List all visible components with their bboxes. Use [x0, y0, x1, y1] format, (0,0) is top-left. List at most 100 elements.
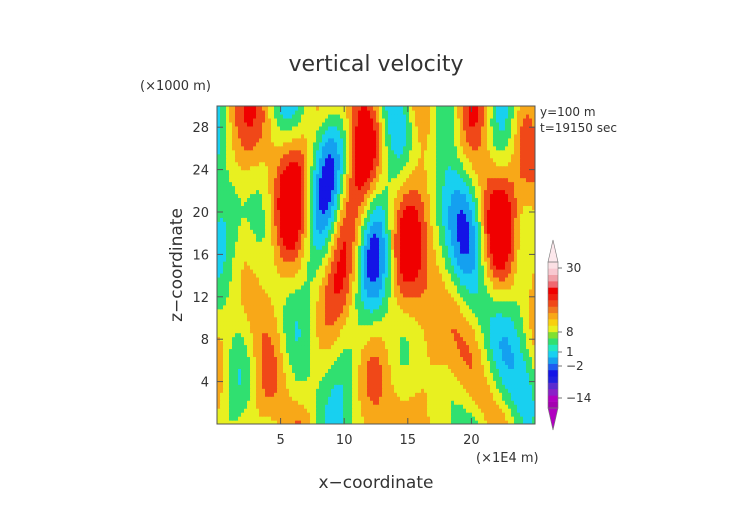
heatmap-cell — [256, 376, 260, 381]
heatmap-cell — [343, 241, 347, 246]
heatmap-cell — [316, 312, 320, 318]
heatmap-cell — [316, 328, 320, 334]
heatmap-cell — [274, 257, 278, 262]
heatmap-cell — [475, 420, 479, 424]
heatmap-cell — [247, 284, 251, 290]
heatmap-cell — [523, 261, 527, 266]
heatmap-cell — [496, 368, 500, 373]
heatmap-cell — [229, 245, 233, 250]
heatmap-cell — [529, 348, 533, 354]
heatmap-cell — [304, 261, 308, 266]
heatmap-cell — [481, 384, 485, 389]
heatmap-cell — [229, 233, 233, 238]
heatmap-cell — [319, 328, 323, 334]
heatmap-cell — [445, 376, 449, 381]
heatmap-cell — [220, 352, 224, 358]
heatmap-cell — [439, 316, 443, 322]
heatmap-cell — [508, 420, 512, 424]
heatmap-cell — [352, 356, 356, 362]
heatmap-cell — [220, 420, 224, 424]
heatmap-cell — [511, 280, 515, 286]
heatmap-cell — [514, 372, 518, 377]
heatmap-cell — [250, 412, 254, 417]
heatmap-cell — [478, 380, 482, 385]
heatmap-cell — [334, 400, 338, 405]
heatmap-cell — [319, 332, 323, 338]
heatmap-cell — [238, 348, 242, 354]
heatmap-cell — [511, 420, 515, 424]
heatmap-cell — [355, 372, 359, 377]
heatmap-cell — [310, 312, 314, 318]
heatmap-cell — [457, 257, 461, 262]
heatmap-cell — [448, 241, 452, 246]
heatmap-cell — [373, 316, 377, 322]
heatmap-cell — [307, 249, 311, 254]
heatmap-cell — [382, 296, 386, 302]
heatmap-cell — [499, 261, 503, 266]
heatmap-cell — [526, 404, 530, 409]
heatmap-cell — [529, 261, 533, 266]
heatmap-cell — [250, 312, 254, 318]
heatmap-cell — [355, 384, 359, 389]
heatmap-cell — [481, 344, 485, 350]
heatmap-cell — [292, 320, 296, 326]
heatmap-cell — [253, 268, 257, 274]
heatmap-cell — [448, 420, 452, 424]
heatmap-cell — [331, 300, 335, 306]
heatmap-cell — [508, 324, 512, 330]
heatmap-cell — [304, 404, 308, 409]
heatmap-cell — [238, 356, 242, 362]
heatmap-cell — [481, 420, 485, 424]
heatmap-cell — [415, 372, 419, 377]
heatmap-cell — [304, 368, 308, 373]
heatmap-cell — [397, 344, 401, 350]
heatmap-cell — [406, 284, 410, 290]
heatmap-cell — [295, 268, 299, 274]
heatmap-cell — [277, 276, 281, 282]
heatmap-cell — [511, 272, 515, 278]
heatmap-cell — [412, 296, 416, 302]
heatmap-cell — [364, 356, 368, 362]
heatmap-cell — [373, 396, 377, 401]
heatmap-cell — [262, 376, 266, 381]
heatmap-cell — [472, 241, 476, 246]
heatmap-cell — [337, 340, 341, 346]
heatmap-cell — [412, 392, 416, 397]
heatmap-cell — [217, 249, 221, 254]
heatmap-cell — [487, 257, 491, 262]
heatmap-cell — [529, 241, 533, 246]
heatmap-cell — [367, 368, 371, 373]
heatmap-cell — [352, 268, 356, 274]
heatmap-cell — [226, 312, 230, 318]
heatmap-cell — [463, 420, 467, 424]
heatmap-cell — [286, 288, 290, 294]
heatmap-cell — [409, 412, 413, 417]
heatmap-cell — [421, 253, 425, 258]
heatmap-cell — [490, 400, 494, 405]
heatmap-cell — [331, 312, 335, 318]
heatmap-cell — [451, 268, 455, 274]
heatmap-cell — [523, 348, 527, 354]
heatmap-cell — [253, 340, 257, 346]
heatmap-cell — [436, 320, 440, 326]
heatmap-cell — [364, 336, 368, 342]
heatmap-cell — [400, 408, 404, 413]
heatmap-cell — [367, 392, 371, 397]
heatmap-cell — [283, 392, 287, 397]
heatmap-cell — [250, 237, 254, 242]
heatmap-cell — [418, 308, 422, 314]
heatmap-cell — [406, 412, 410, 417]
heatmap-cell — [352, 412, 356, 417]
heatmap-cell — [460, 316, 464, 322]
heatmap-cell — [445, 360, 449, 365]
heatmap-cell — [436, 300, 440, 306]
heatmap-cell — [373, 253, 377, 258]
heatmap-cell — [238, 288, 242, 294]
heatmap-cell — [292, 268, 296, 274]
heatmap-cell — [514, 241, 518, 246]
heatmap-cell — [490, 296, 494, 302]
heatmap-cell — [217, 384, 221, 389]
heatmap-cell — [388, 272, 392, 278]
heatmap-cell — [514, 300, 518, 306]
heatmap-cell — [220, 364, 224, 369]
